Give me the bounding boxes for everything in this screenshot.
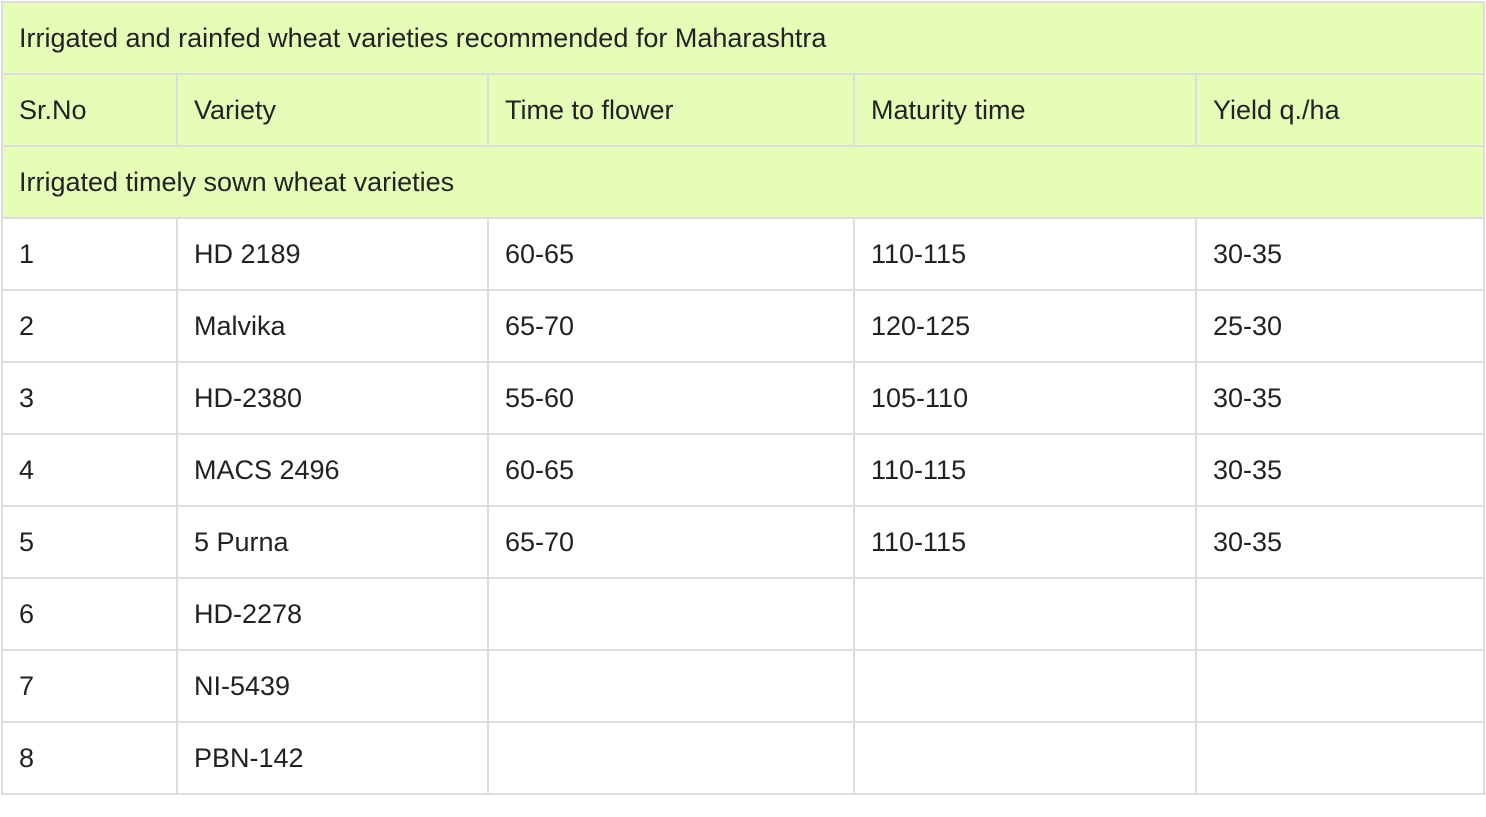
table-title: Irrigated and rainfed wheat varieties re… — [0, 1, 1486, 75]
table-row: 6 HD-2278 — [1, 577, 1486, 651]
table-row: 1 HD 2189 60-65 110-115 30-35 — [1, 217, 1486, 291]
header-time-to-flower: Time to flower — [487, 73, 855, 147]
cell-sr-no: 6 — [1, 577, 178, 651]
cell-time-to-flower: 60-65 — [487, 217, 855, 291]
cell-yield — [1194, 649, 1486, 723]
header-variety: Variety — [176, 73, 489, 147]
cell-yield: 25-30 — [1194, 289, 1486, 363]
cell-yield — [1194, 721, 1486, 795]
section-title: Irrigated timely sown wheat varieties — [0, 145, 1486, 219]
cell-time-to-flower — [487, 649, 855, 723]
cell-yield: 30-35 — [1194, 361, 1486, 435]
cell-variety: HD 2189 — [176, 217, 489, 291]
cell-yield — [1194, 577, 1486, 651]
table-row: 3 HD-2380 55-60 105-110 30-35 — [1, 361, 1486, 435]
cell-yield: 30-35 — [1194, 505, 1486, 579]
header-yield: Yield q./ha — [1194, 73, 1486, 147]
table-body: Irrigated and rainfed wheat varieties re… — [0, 1, 1486, 795]
cell-sr-no: 1 — [1, 217, 178, 291]
table-row: 7 NI-5439 — [1, 649, 1486, 723]
cell-time-to-flower: 55-60 — [487, 361, 855, 435]
cell-sr-no: 8 — [1, 721, 178, 795]
cell-maturity-time — [853, 577, 1197, 651]
cell-variety: Malvika — [176, 289, 489, 363]
cell-maturity-time — [853, 721, 1197, 795]
cell-yield: 30-35 — [1194, 217, 1486, 291]
wheat-varieties-table: Irrigated and rainfed wheat varieties re… — [0, 1, 1486, 795]
cell-variety: PBN-142 — [176, 721, 489, 795]
cell-maturity-time: 110-115 — [853, 505, 1197, 579]
cell-variety: NI-5439 — [176, 649, 489, 723]
table-row: 2 Malvika 65-70 120-125 25-30 — [1, 289, 1486, 363]
cell-maturity-time: 120-125 — [853, 289, 1197, 363]
table-header-row: Sr.No Variety Time to flower Maturity ti… — [1, 73, 1486, 147]
cell-sr-no: 5 — [1, 505, 178, 579]
header-maturity-time: Maturity time — [853, 73, 1197, 147]
cell-time-to-flower: 65-70 — [487, 505, 855, 579]
table-title-row: Irrigated and rainfed wheat varieties re… — [0, 1, 1486, 75]
cell-maturity-time: 110-115 — [853, 433, 1197, 507]
cell-time-to-flower — [487, 721, 855, 795]
table-row: 8 PBN-142 — [1, 721, 1486, 795]
cell-variety: HD-2278 — [176, 577, 489, 651]
table-row: 4 MACS 2496 60-65 110-115 30-35 — [1, 433, 1486, 507]
cell-time-to-flower — [487, 577, 855, 651]
cell-variety: 5 Purna — [176, 505, 489, 579]
cell-variety: MACS 2496 — [176, 433, 489, 507]
cell-time-to-flower: 60-65 — [487, 433, 855, 507]
cell-maturity-time — [853, 649, 1197, 723]
cell-sr-no: 3 — [1, 361, 178, 435]
cell-sr-no: 7 — [1, 649, 178, 723]
cell-yield: 30-35 — [1194, 433, 1486, 507]
cell-variety: HD-2380 — [176, 361, 489, 435]
cell-sr-no: 2 — [1, 289, 178, 363]
cell-sr-no: 4 — [1, 433, 178, 507]
cell-maturity-time: 110-115 — [853, 217, 1197, 291]
cell-maturity-time: 105-110 — [853, 361, 1197, 435]
cell-time-to-flower: 65-70 — [487, 289, 855, 363]
section-title-row: Irrigated timely sown wheat varieties — [0, 145, 1486, 219]
header-sr-no: Sr.No — [1, 73, 178, 147]
